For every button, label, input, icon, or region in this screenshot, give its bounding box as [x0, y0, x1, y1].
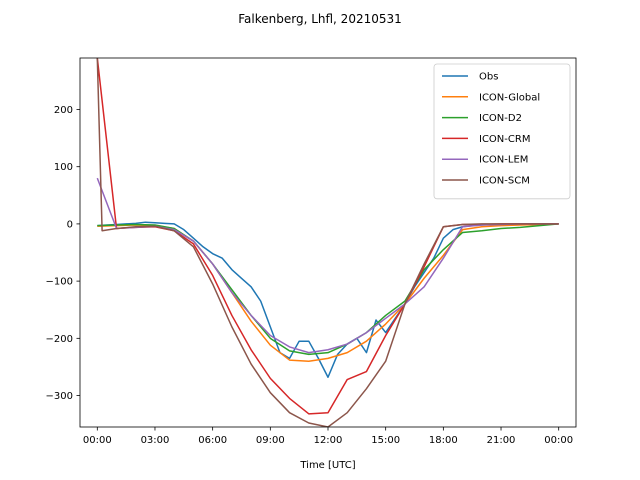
x-tick-label: 03:00	[141, 435, 170, 446]
legend-label: ICON-D2	[479, 113, 522, 124]
chart-title: Falkenberg, Lhfl, 20210531	[238, 12, 402, 26]
series-line-icon-scm	[96, 58, 559, 427]
series-line-icon-lem	[96, 177, 559, 354]
y-tick-label: −100	[46, 277, 73, 288]
x-tick-label: 15:00	[371, 435, 400, 446]
x-tick-label: 18:00	[429, 435, 458, 446]
legend-box	[433, 63, 571, 200]
y-tick-label: 0	[67, 219, 73, 230]
x-axis-label: Time [UTC]	[299, 460, 355, 471]
x-tick-label: 21:00	[487, 435, 516, 446]
series-layer	[96, 58, 559, 427]
y-tick-label: −200	[46, 334, 73, 345]
legend: Obs ICON-Global ICON-D2 ICON-CRM ICON-LEM ICO…	[433, 63, 571, 200]
legend-label: ICON-CRM	[479, 134, 530, 145]
legend-label: ICON-SCM	[479, 176, 530, 187]
y-tick-label: 100	[54, 162, 73, 173]
x-axis: 00:00 03:00 06:00 09:00 12:00 15:00 18:00 21:00…	[83, 427, 573, 446]
y-tick-label: 200	[54, 105, 73, 116]
y-tick-label: −300	[46, 391, 73, 402]
x-tick-label: 00:00	[83, 435, 112, 446]
legend-label: ICON-Global	[479, 92, 540, 103]
x-tick-label: 12:00	[314, 435, 343, 446]
legend-label: ICON-LEM	[479, 155, 528, 166]
legend-label: Obs	[479, 72, 498, 83]
y-axis: −300 −200 −100 0 100 200	[46, 105, 80, 402]
series-line-icon-d2	[97, 223, 559, 356]
x-tick-label: 00:00	[544, 435, 573, 446]
x-tick-label: 09:00	[256, 435, 285, 446]
x-tick-label: 06:00	[198, 435, 227, 446]
